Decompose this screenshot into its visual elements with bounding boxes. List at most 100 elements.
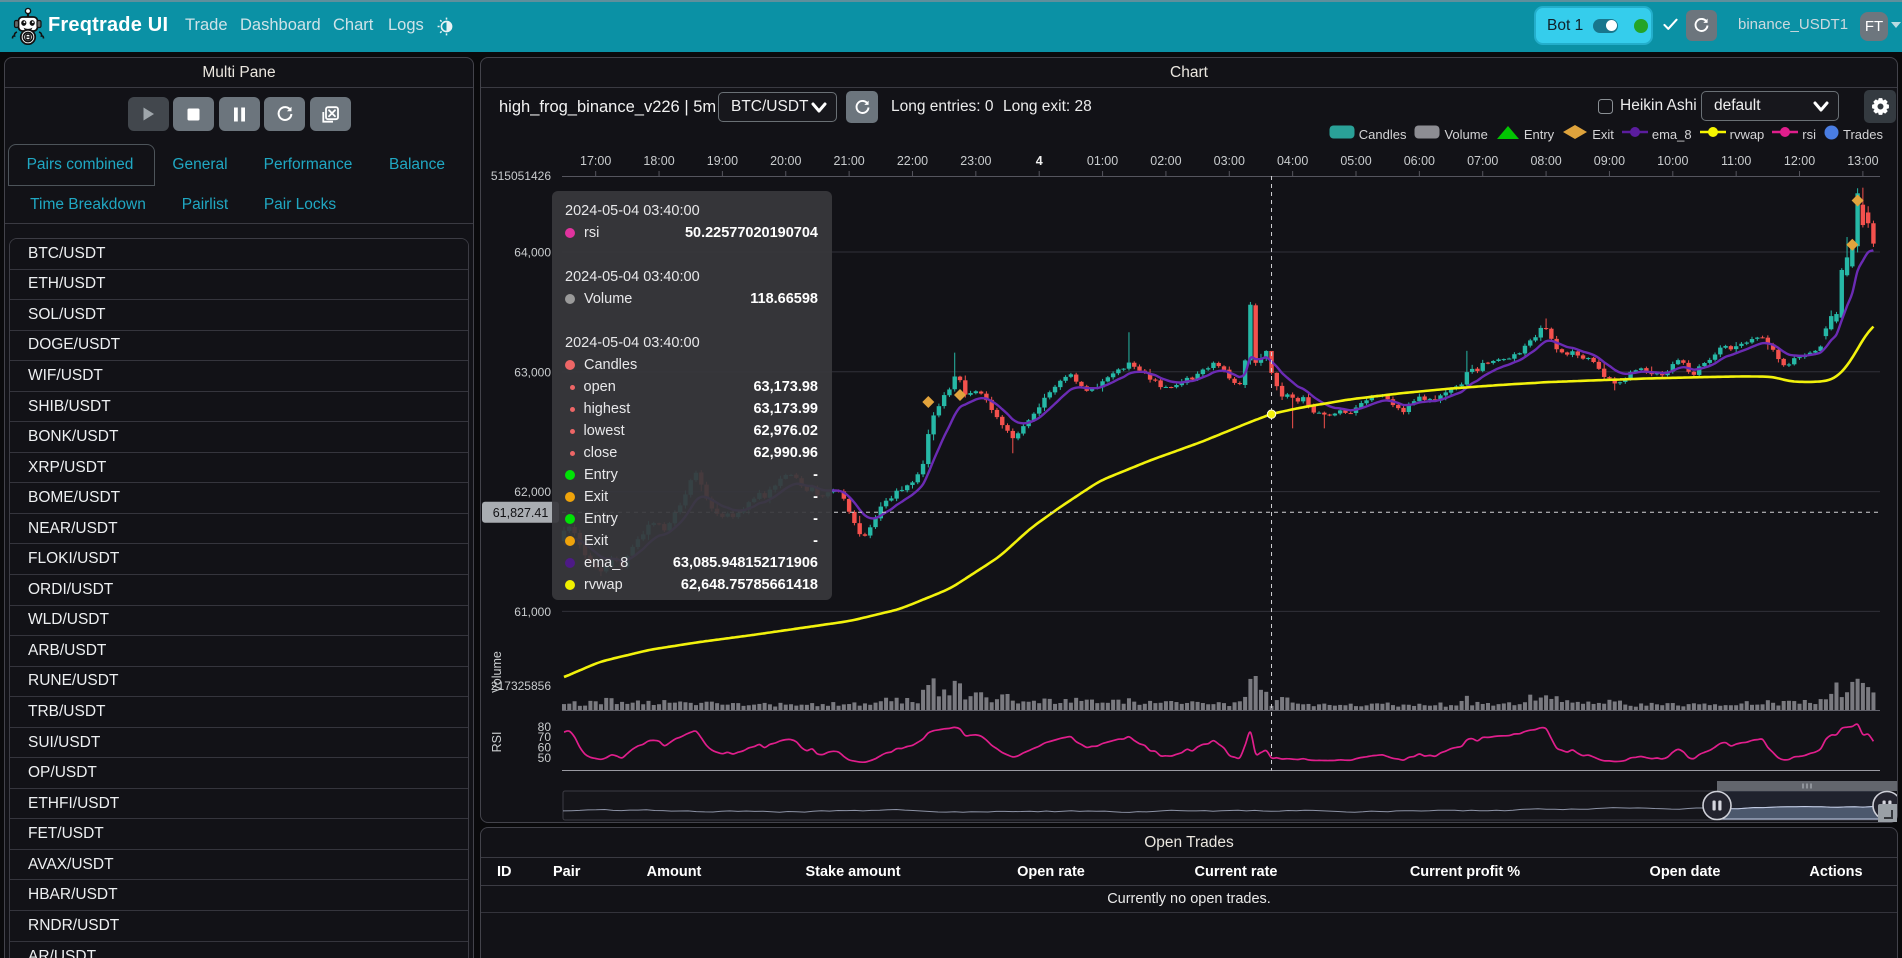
svg-text:10:00: 10:00 bbox=[1657, 154, 1688, 168]
trades-column-open-date[interactable]: Open date bbox=[1649, 864, 1721, 880]
pair-row-fet-usdt[interactable]: FET/USDT bbox=[10, 819, 468, 850]
pair-row-bome-usdt[interactable]: BOME/USDT bbox=[10, 483, 468, 514]
multi-pane-panel: Multi Pane Pairs combined General Performa… bbox=[4, 57, 474, 958]
trades-column-amount[interactable]: Amount bbox=[646, 864, 702, 880]
plot-config-value: default bbox=[1714, 97, 1761, 114]
trades-column-id[interactable]: ID bbox=[497, 864, 512, 880]
start-bot-button[interactable] bbox=[127, 97, 169, 131]
reload-config-button[interactable] bbox=[264, 97, 305, 131]
refresh-chart-button[interactable] bbox=[846, 91, 878, 123]
datazoom-track[interactable] bbox=[562, 790, 1890, 821]
pair-row-floki-usdt[interactable]: FLOKI/USDT bbox=[10, 544, 468, 576]
pair-row-xrp-usdt[interactable]: XRP/USDT bbox=[10, 452, 468, 484]
svg-text:63,000: 63,000 bbox=[514, 365, 551, 379]
pair-row-rndr-usdt[interactable]: RNDR/USDT bbox=[10, 911, 468, 942]
tab-pair-locks[interactable]: Pair Locks bbox=[263, 195, 337, 213]
tab-general[interactable]: General bbox=[172, 156, 228, 173]
stop-bot-button[interactable] bbox=[173, 97, 214, 131]
chevron-down-icon[interactable] bbox=[1891, 22, 1901, 28]
trades-column-current-profit-pct[interactable]: Current profit % bbox=[1409, 864, 1521, 880]
heikin-ashi-checkbox[interactable] bbox=[1598, 98, 1613, 114]
svg-text:Volume: Volume bbox=[490, 651, 504, 693]
legend-item-volume[interactable]: Volume bbox=[1414, 125, 1488, 144]
nav-item-chart[interactable]: Chart bbox=[333, 16, 374, 34]
trades-column-actions[interactable]: Actions bbox=[1809, 864, 1863, 880]
navbar: Freqtrade UI Trade Dashboard Chart Logs Bot… bbox=[0, 0, 1902, 52]
pair-row-doge-usdt[interactable]: DOGE/USDT bbox=[10, 330, 468, 362]
legend-item-ema_8[interactable]: ema_8 bbox=[1621, 125, 1692, 144]
bot-selector[interactable]: Bot 1 bbox=[1534, 6, 1653, 45]
svg-text:12:00: 12:00 bbox=[1784, 154, 1815, 168]
pair-row-bonk-usdt[interactable]: BONK/USDT bbox=[10, 422, 468, 453]
tooltip-row-candles: Candles bbox=[565, 354, 818, 376]
plot-config-select[interactable]: default bbox=[1701, 91, 1839, 121]
pair-row-wld-usdt[interactable]: WLD/USDT bbox=[10, 605, 468, 637]
svg-text:50: 50 bbox=[538, 751, 552, 765]
datazoom-left-handle[interactable] bbox=[1702, 790, 1732, 821]
bot-toggle-switch[interactable] bbox=[1593, 18, 1619, 33]
pair-row-ar-usdt[interactable]: AR/USDT bbox=[10, 941, 468, 958]
pair-row-sol-usdt[interactable]: SOL/USDT bbox=[10, 300, 468, 331]
tab-pairlist[interactable]: Pairlist bbox=[181, 195, 229, 213]
trades-column-current-rate[interactable]: Current rate bbox=[1194, 864, 1278, 880]
active-tab-outline bbox=[8, 144, 155, 186]
tab-time-breakdown[interactable]: Time Breakdown bbox=[30, 195, 146, 213]
legend-item-entry[interactable]: Entry bbox=[1496, 125, 1554, 145]
pair-row-arb-usdt[interactable]: ARB/USDT bbox=[10, 636, 468, 667]
theme-toggle-icon[interactable] bbox=[437, 17, 456, 41]
force-exit-button[interactable] bbox=[309, 97, 351, 131]
plot-settings-gear-button[interactable] bbox=[1864, 90, 1896, 123]
pair-list: BTC/USDT ETH/USDT SOL/USDT DOGE/USDT WIF/USD… bbox=[9, 238, 469, 958]
tooltip-timestamp: 2024-05-04 03:40:00 bbox=[565, 269, 700, 285]
pause-bot-button[interactable] bbox=[218, 97, 260, 131]
tooltip-row-rsi: rsi 50.22577020190704 bbox=[565, 222, 818, 244]
pair-row-shib-usdt[interactable]: SHIB/USDT bbox=[10, 391, 468, 423]
trades-column-stake-amount[interactable]: Stake amount bbox=[805, 864, 901, 880]
nav-item-logs[interactable]: Logs bbox=[388, 16, 424, 34]
pair-row-avax-usdt[interactable]: AVAX/USDT bbox=[10, 849, 468, 881]
long-entries-count: Long entries: 0 bbox=[891, 98, 994, 115]
reload-bot-button[interactable] bbox=[1686, 10, 1717, 41]
nav-item-dashboard[interactable]: Dashboard bbox=[240, 16, 321, 34]
legend-item-candles[interactable]: Candles bbox=[1329, 125, 1406, 144]
pair-row-trb-usdt[interactable]: TRB/USDT bbox=[10, 697, 468, 728]
exit-markers bbox=[922, 194, 1864, 408]
pair-row-eth-usdt[interactable]: ETH/USDT bbox=[10, 269, 468, 301]
legend-item-trades[interactable]: Trades bbox=[1824, 125, 1883, 145]
legend-item-exit[interactable]: Exit bbox=[1562, 124, 1614, 145]
tooltip-row-exit: Exit - bbox=[565, 486, 818, 508]
tab-performance[interactable]: Performance bbox=[263, 156, 353, 173]
pair-row-rune-usdt[interactable]: RUNE/USDT bbox=[10, 666, 468, 698]
account-name[interactable]: binance_USDT1 bbox=[1738, 16, 1849, 33]
pair-row-wif-usdt[interactable]: WIF/USDT bbox=[10, 361, 468, 392]
trades-column-open-rate[interactable]: Open rate bbox=[1017, 864, 1085, 880]
pair-row-sui-usdt[interactable]: SUI/USDT bbox=[10, 727, 468, 759]
rvwap-hover-dot bbox=[1266, 409, 1277, 419]
tooltip-timestamp: 2024-05-04 03:40:00 bbox=[565, 335, 700, 351]
datazoom-selected-range[interactable] bbox=[1717, 791, 1887, 820]
pair-row-op-usdt[interactable]: OP/USDT bbox=[10, 758, 468, 789]
pair-row-ordi-usdt[interactable]: ORDI/USDT bbox=[10, 575, 468, 606]
bot-online-status-dot bbox=[1634, 18, 1649, 33]
brand-title[interactable]: Freqtrade UI bbox=[48, 14, 169, 36]
pair-row-hbar-usdt[interactable]: HBAR/USDT bbox=[10, 880, 468, 912]
nav-item-trade[interactable]: Trade bbox=[185, 16, 228, 34]
svg-text:01:00: 01:00 bbox=[1087, 154, 1118, 168]
avatar[interactable]: FT bbox=[1860, 12, 1888, 41]
legend-label: Entry bbox=[1523, 127, 1555, 142]
legend-marker-trades bbox=[1824, 125, 1839, 145]
heikin-ashi-label: Heikin Ashi bbox=[1620, 97, 1697, 114]
tab-pairs-combined[interactable]: Pairs combined bbox=[26, 156, 134, 173]
panel-resize-grip[interactable] bbox=[1878, 804, 1899, 825]
datazoom-selected-area bbox=[1717, 805, 1887, 820]
legend-item-rsi[interactable]: rsi bbox=[1772, 125, 1816, 144]
pair-row-ethfi-usdt[interactable]: ETHFI/USDT bbox=[10, 788, 468, 820]
svg-text:08:00: 08:00 bbox=[1530, 154, 1561, 168]
chart-panel-title: Chart bbox=[481, 58, 1897, 88]
pair-row-near-usdt[interactable]: NEAR/USDT bbox=[10, 513, 468, 545]
legend-item-rvwap[interactable]: rvwap bbox=[1699, 125, 1764, 144]
tab-balance[interactable]: Balance bbox=[388, 156, 445, 173]
pair-select[interactable]: BTC/USDT bbox=[718, 92, 837, 122]
trades-column-pair[interactable]: Pair bbox=[553, 864, 581, 880]
pair-row-btc-usdt[interactable]: BTC/USDT bbox=[10, 239, 468, 270]
